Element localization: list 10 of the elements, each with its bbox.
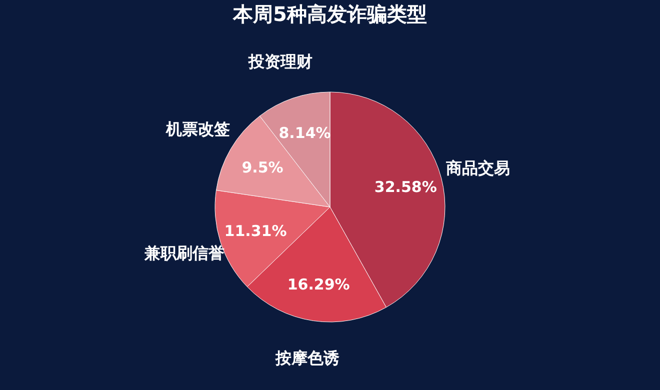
data-label: 11.31% [224, 222, 287, 240]
data-label: 9.5% [242, 158, 284, 176]
slice-label: 兼职刷信誉 [143, 244, 224, 263]
chart-title: 本周5种高发诈骗类型 [232, 2, 427, 26]
slice-label: 按摩色诱 [274, 348, 340, 368]
data-label: 32.58% [374, 178, 437, 196]
slice-label: 机票改签 [164, 120, 230, 139]
slice-label: 商品交易 [445, 158, 510, 178]
slice-label: 投资理财 [248, 52, 313, 72]
data-label: 16.29% [287, 275, 350, 294]
